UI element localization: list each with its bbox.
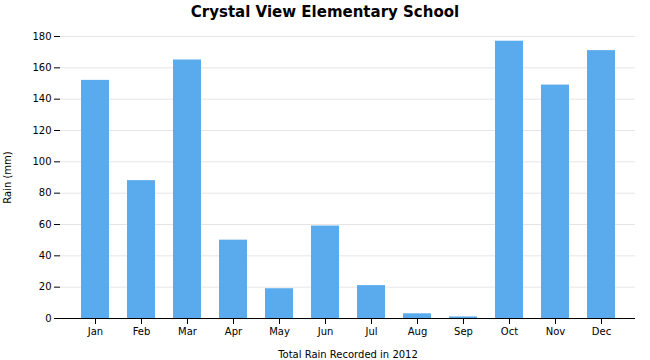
svg-text:20: 20: [39, 281, 52, 292]
svg-text:80: 80: [39, 187, 52, 198]
svg-text:160: 160: [32, 62, 51, 73]
svg-text:Aug: Aug: [408, 326, 428, 337]
svg-text:40: 40: [39, 250, 52, 261]
svg-text:Nov: Nov: [546, 326, 566, 337]
svg-text:May: May: [269, 326, 290, 337]
svg-text:Jun: Jun: [317, 326, 334, 337]
svg-text:180: 180: [32, 31, 51, 42]
svg-text:Dec: Dec: [592, 326, 611, 337]
svg-text:140: 140: [32, 93, 51, 104]
svg-text:Mar: Mar: [178, 326, 198, 337]
svg-text:100: 100: [32, 156, 51, 167]
svg-text:120: 120: [32, 125, 51, 136]
svg-text:Rain (mm): Rain (mm): [2, 151, 13, 204]
svg-text:Jan: Jan: [87, 326, 103, 337]
svg-text:Sep: Sep: [454, 326, 473, 337]
html-text:Crystal View Elementary School: Crystal View Elementary School: [190, 3, 460, 21]
svg-text:0: 0: [45, 313, 51, 324]
svg-text:Total Rain Recorded in 2012: Total Rain Recorded in 2012: [277, 349, 418, 360]
svg-text:Feb: Feb: [133, 326, 151, 337]
svg-text:Apr: Apr: [225, 326, 243, 337]
svg-text:Oct: Oct: [501, 326, 518, 337]
svg-text:60: 60: [39, 219, 52, 230]
svg-text:Jul: Jul: [364, 326, 377, 337]
